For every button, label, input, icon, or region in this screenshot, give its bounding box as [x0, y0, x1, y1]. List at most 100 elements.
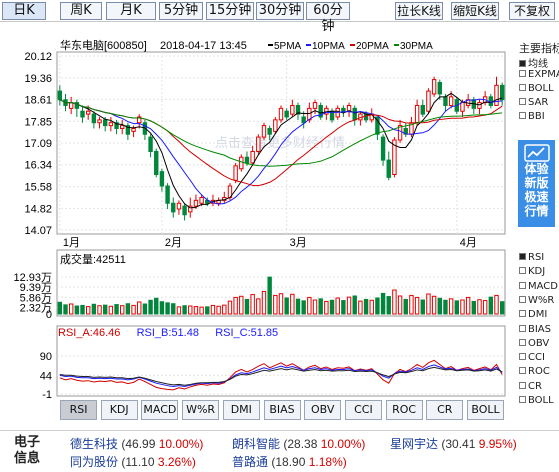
indicator-tab-cci[interactable]: CCI: [344, 400, 382, 420]
candle-body[interactable]: [74, 102, 80, 109]
period-tab-15min[interactable]: 15分钟: [206, 2, 254, 20]
volume-bar[interactable]: [443, 299, 448, 315]
volume-bar[interactable]: [171, 303, 176, 315]
indicator-tab-kdj[interactable]: KDJ: [100, 400, 138, 420]
volume-bar[interactable]: [182, 305, 187, 315]
indicator-tab-bias[interactable]: BIAS: [263, 400, 301, 420]
checkbox-icon[interactable]: [519, 353, 526, 361]
volume-bar[interactable]: [256, 298, 261, 315]
candle-body[interactable]: [97, 119, 102, 124]
candle-body[interactable]: [363, 113, 369, 121]
indicator-tab-roc[interactable]: ROC: [385, 400, 423, 420]
volume-bar[interactable]: [414, 296, 420, 315]
volume-bar[interactable]: [176, 306, 182, 315]
candle-body[interactable]: [477, 102, 482, 109]
candle-body[interactable]: [233, 165, 238, 181]
candle-body[interactable]: [437, 81, 442, 95]
volume-bar[interactable]: [199, 306, 204, 315]
related-stock-4[interactable]: 同为股份 (11.10 3.26%): [70, 453, 196, 470]
volume-bar[interactable]: [335, 297, 340, 315]
candle-body[interactable]: [375, 116, 380, 135]
candle-body[interactable]: [188, 205, 193, 213]
candle-body[interactable]: [448, 96, 454, 106]
volume-bar[interactable]: [346, 296, 352, 315]
sub-indicator-macd[interactable]: MACD: [519, 281, 558, 292]
sub-indicator-cr[interactable]: CR: [519, 381, 542, 392]
new-version-promo[interactable]: 体验 新版 极速 行情: [518, 140, 555, 227]
checkbox-icon[interactable]: [519, 367, 526, 375]
checkbox-icon[interactable]: [519, 60, 526, 67]
indicator-tab-cr[interactable]: CR: [426, 400, 464, 420]
checkbox-icon[interactable]: [519, 267, 526, 275]
volume-bar[interactable]: [267, 276, 272, 315]
volume-bar[interactable]: [273, 294, 278, 315]
checkbox-icon[interactable]: [519, 381, 526, 389]
indicator-tab-wr[interactable]: W%R: [182, 400, 220, 420]
volume-bar[interactable]: [222, 304, 227, 315]
main-indicator-[interactable]: 均线: [519, 55, 548, 70]
candle-body[interactable]: [488, 96, 494, 106]
volume-bar[interactable]: [409, 294, 414, 315]
candle-body[interactable]: [318, 104, 323, 118]
candle-body[interactable]: [193, 199, 199, 207]
candle-body[interactable]: [392, 139, 397, 175]
stretch-kline-button[interactable]: 拉长K线: [395, 2, 443, 20]
checkbox-icon[interactable]: [519, 310, 526, 318]
sub-indicator-kdj[interactable]: KDJ: [519, 266, 545, 277]
volume-bar[interactable]: [284, 297, 289, 315]
checkbox-icon[interactable]: [519, 396, 526, 403]
volume-bar[interactable]: [318, 298, 323, 315]
candle-body[interactable]: [182, 205, 187, 216]
volume-bar[interactable]: [437, 297, 442, 315]
candle-body[interactable]: [171, 202, 176, 213]
related-stock-2[interactable]: 朗科智能 (28.38 10.00%): [232, 435, 365, 452]
indicator-tab-macd[interactable]: MACD: [141, 400, 179, 420]
volume-bar[interactable]: [154, 297, 159, 315]
sub-indicator-obv[interactable]: OBV: [519, 338, 549, 349]
candle-body[interactable]: [154, 150, 159, 175]
volume-bar[interactable]: [329, 299, 335, 315]
volume-bar[interactable]: [227, 300, 233, 315]
related-stock-1[interactable]: 德生科技 (46.99 10.00%): [70, 435, 203, 452]
checkbox-icon[interactable]: [519, 84, 526, 91]
volume-bar[interactable]: [165, 302, 170, 315]
volume-bar[interactable]: [454, 300, 459, 315]
indicator-tab-obv[interactable]: OBV: [304, 400, 342, 420]
candle-body[interactable]: [148, 136, 153, 152]
volume-bar[interactable]: [431, 295, 437, 315]
candle-body[interactable]: [120, 125, 125, 129]
indicator-tab-dmi[interactable]: DMI: [222, 400, 260, 420]
volume-bar[interactable]: [312, 299, 318, 315]
related-stock-3[interactable]: 星网宇达 (30.41 9.95%): [390, 435, 517, 452]
candle-body[interactable]: [199, 197, 204, 204]
main-indicator-expma[interactable]: EXPMA: [519, 69, 559, 80]
volume-bar[interactable]: [465, 296, 471, 315]
volume-bar[interactable]: [290, 293, 295, 315]
volume-bar[interactable]: [85, 306, 91, 315]
sub-indicator-cci[interactable]: CCI: [519, 352, 545, 363]
candle-body[interactable]: [267, 127, 272, 135]
checkbox-icon[interactable]: [519, 70, 526, 77]
volume-bar[interactable]: [108, 305, 114, 315]
volume-bar[interactable]: [91, 303, 97, 315]
volume-bar[interactable]: [159, 301, 165, 315]
volume-bar[interactable]: [494, 294, 499, 315]
candle-body[interactable]: [397, 125, 403, 141]
period-tab-5min[interactable]: 5分钟: [159, 2, 203, 20]
stock-chart[interactable]: 华东电脑[600850] 2018-04-17 13:45 5PMA 10PMA 2…: [0, 22, 518, 400]
volume-bar[interactable]: [482, 300, 488, 315]
period-tab-monthly[interactable]: 月K: [106, 2, 156, 20]
volume-bar[interactable]: [114, 304, 119, 315]
candle-body[interactable]: [420, 104, 425, 115]
volume-bar[interactable]: [369, 299, 374, 315]
checkbox-icon[interactable]: [519, 324, 526, 332]
candle-body[interactable]: [290, 104, 295, 115]
candle-body[interactable]: [244, 156, 250, 164]
period-tab-weekly[interactable]: 周K: [60, 2, 102, 20]
sub-indicator-wr[interactable]: W%R: [519, 295, 554, 306]
checkbox-icon[interactable]: [519, 253, 526, 260]
candle-body[interactable]: [91, 113, 97, 124]
volume-bar[interactable]: [397, 295, 403, 315]
candle-body[interactable]: [346, 104, 352, 112]
candle-body[interactable]: [256, 136, 261, 152]
